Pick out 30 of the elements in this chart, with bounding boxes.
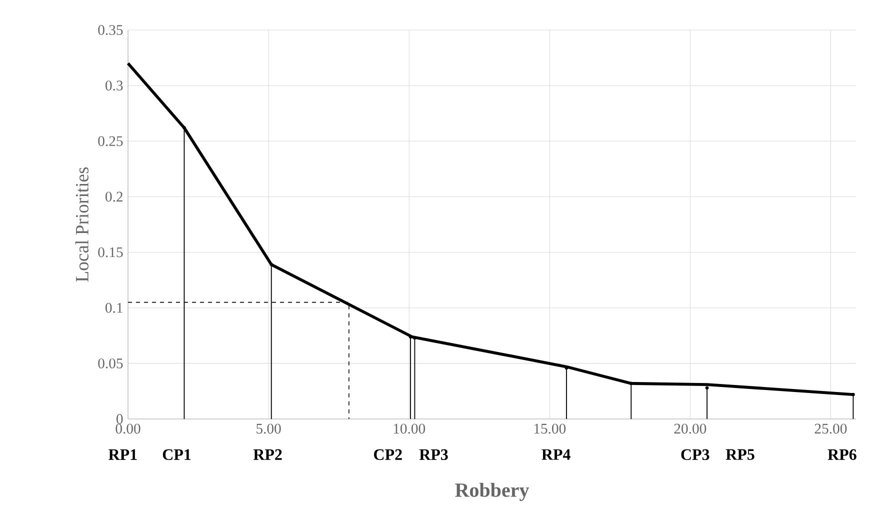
text: RP5 — [726, 449, 754, 460]
text: CP2 — [374, 449, 402, 460]
text: RP2 — [253, 449, 282, 460]
y-tick-label: 0.05 — [98, 358, 123, 368]
point — [629, 382, 633, 386]
y-tick-label: 0.25 — [98, 136, 123, 146]
y-tick-label: 0.15 — [98, 247, 123, 258]
x-tick-label: 25.00 — [814, 424, 847, 434]
point — [270, 262, 274, 266]
text: RP1 — [108, 449, 137, 460]
x-tick-label: 20.00 — [674, 424, 706, 434]
point — [182, 126, 186, 130]
x-tick-label: 15.00 — [534, 424, 566, 434]
y-tick-label: 0.35 — [98, 25, 123, 35]
text: RP3 — [419, 449, 448, 460]
x-axis-title: Robbery — [455, 482, 530, 502]
text: RP6 — [828, 449, 856, 460]
x-tick-label: 5.00 — [256, 424, 281, 434]
y-tick-label: 0.2 — [106, 192, 122, 202]
y-tick-label: 0 — [116, 414, 123, 424]
y-tick-label: 0.1 — [106, 302, 122, 313]
y-tick-label: 0.3 — [106, 80, 123, 91]
y-axis-title: Local Priorities — [75, 167, 88, 282]
point — [705, 386, 709, 390]
text: RP4 — [542, 449, 570, 460]
x-tick-label: 10.00 — [394, 424, 426, 434]
x-tick-label: 0.00 — [116, 424, 140, 434]
point — [852, 392, 855, 396]
text: CP1 — [162, 449, 191, 460]
text: CP3 — [681, 449, 710, 460]
